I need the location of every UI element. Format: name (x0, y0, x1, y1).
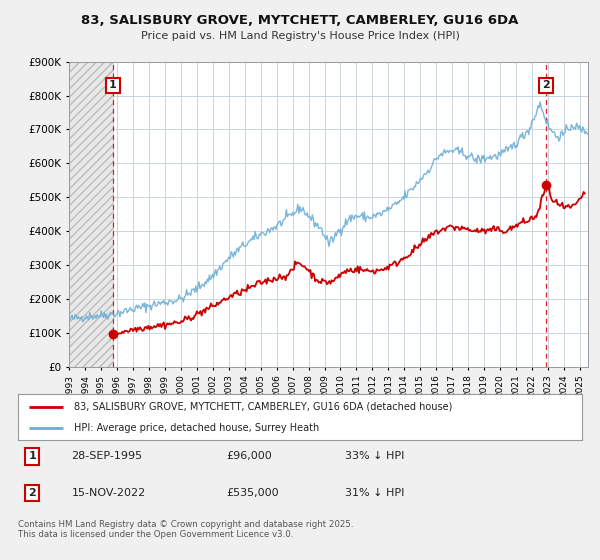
Text: £96,000: £96,000 (227, 451, 272, 461)
Text: 2: 2 (542, 80, 550, 90)
Text: 83, SALISBURY GROVE, MYTCHETT, CAMBERLEY, GU16 6DA: 83, SALISBURY GROVE, MYTCHETT, CAMBERLEY… (82, 14, 518, 27)
Text: HPI: Average price, detached house, Surrey Heath: HPI: Average price, detached house, Surr… (74, 423, 320, 433)
Text: 31% ↓ HPI: 31% ↓ HPI (345, 488, 404, 498)
Text: 28-SEP-1995: 28-SEP-1995 (71, 451, 143, 461)
Text: 2: 2 (28, 488, 36, 498)
Text: Contains HM Land Registry data © Crown copyright and database right 2025.
This d: Contains HM Land Registry data © Crown c… (18, 520, 353, 539)
Text: 83, SALISBURY GROVE, MYTCHETT, CAMBERLEY, GU16 6DA (detached house): 83, SALISBURY GROVE, MYTCHETT, CAMBERLEY… (74, 402, 453, 412)
Text: 15-NOV-2022: 15-NOV-2022 (71, 488, 146, 498)
Text: 1: 1 (28, 451, 36, 461)
Text: 1: 1 (109, 80, 117, 90)
Text: £535,000: £535,000 (227, 488, 280, 498)
Text: Price paid vs. HM Land Registry's House Price Index (HPI): Price paid vs. HM Land Registry's House … (140, 31, 460, 41)
Text: 33% ↓ HPI: 33% ↓ HPI (345, 451, 404, 461)
